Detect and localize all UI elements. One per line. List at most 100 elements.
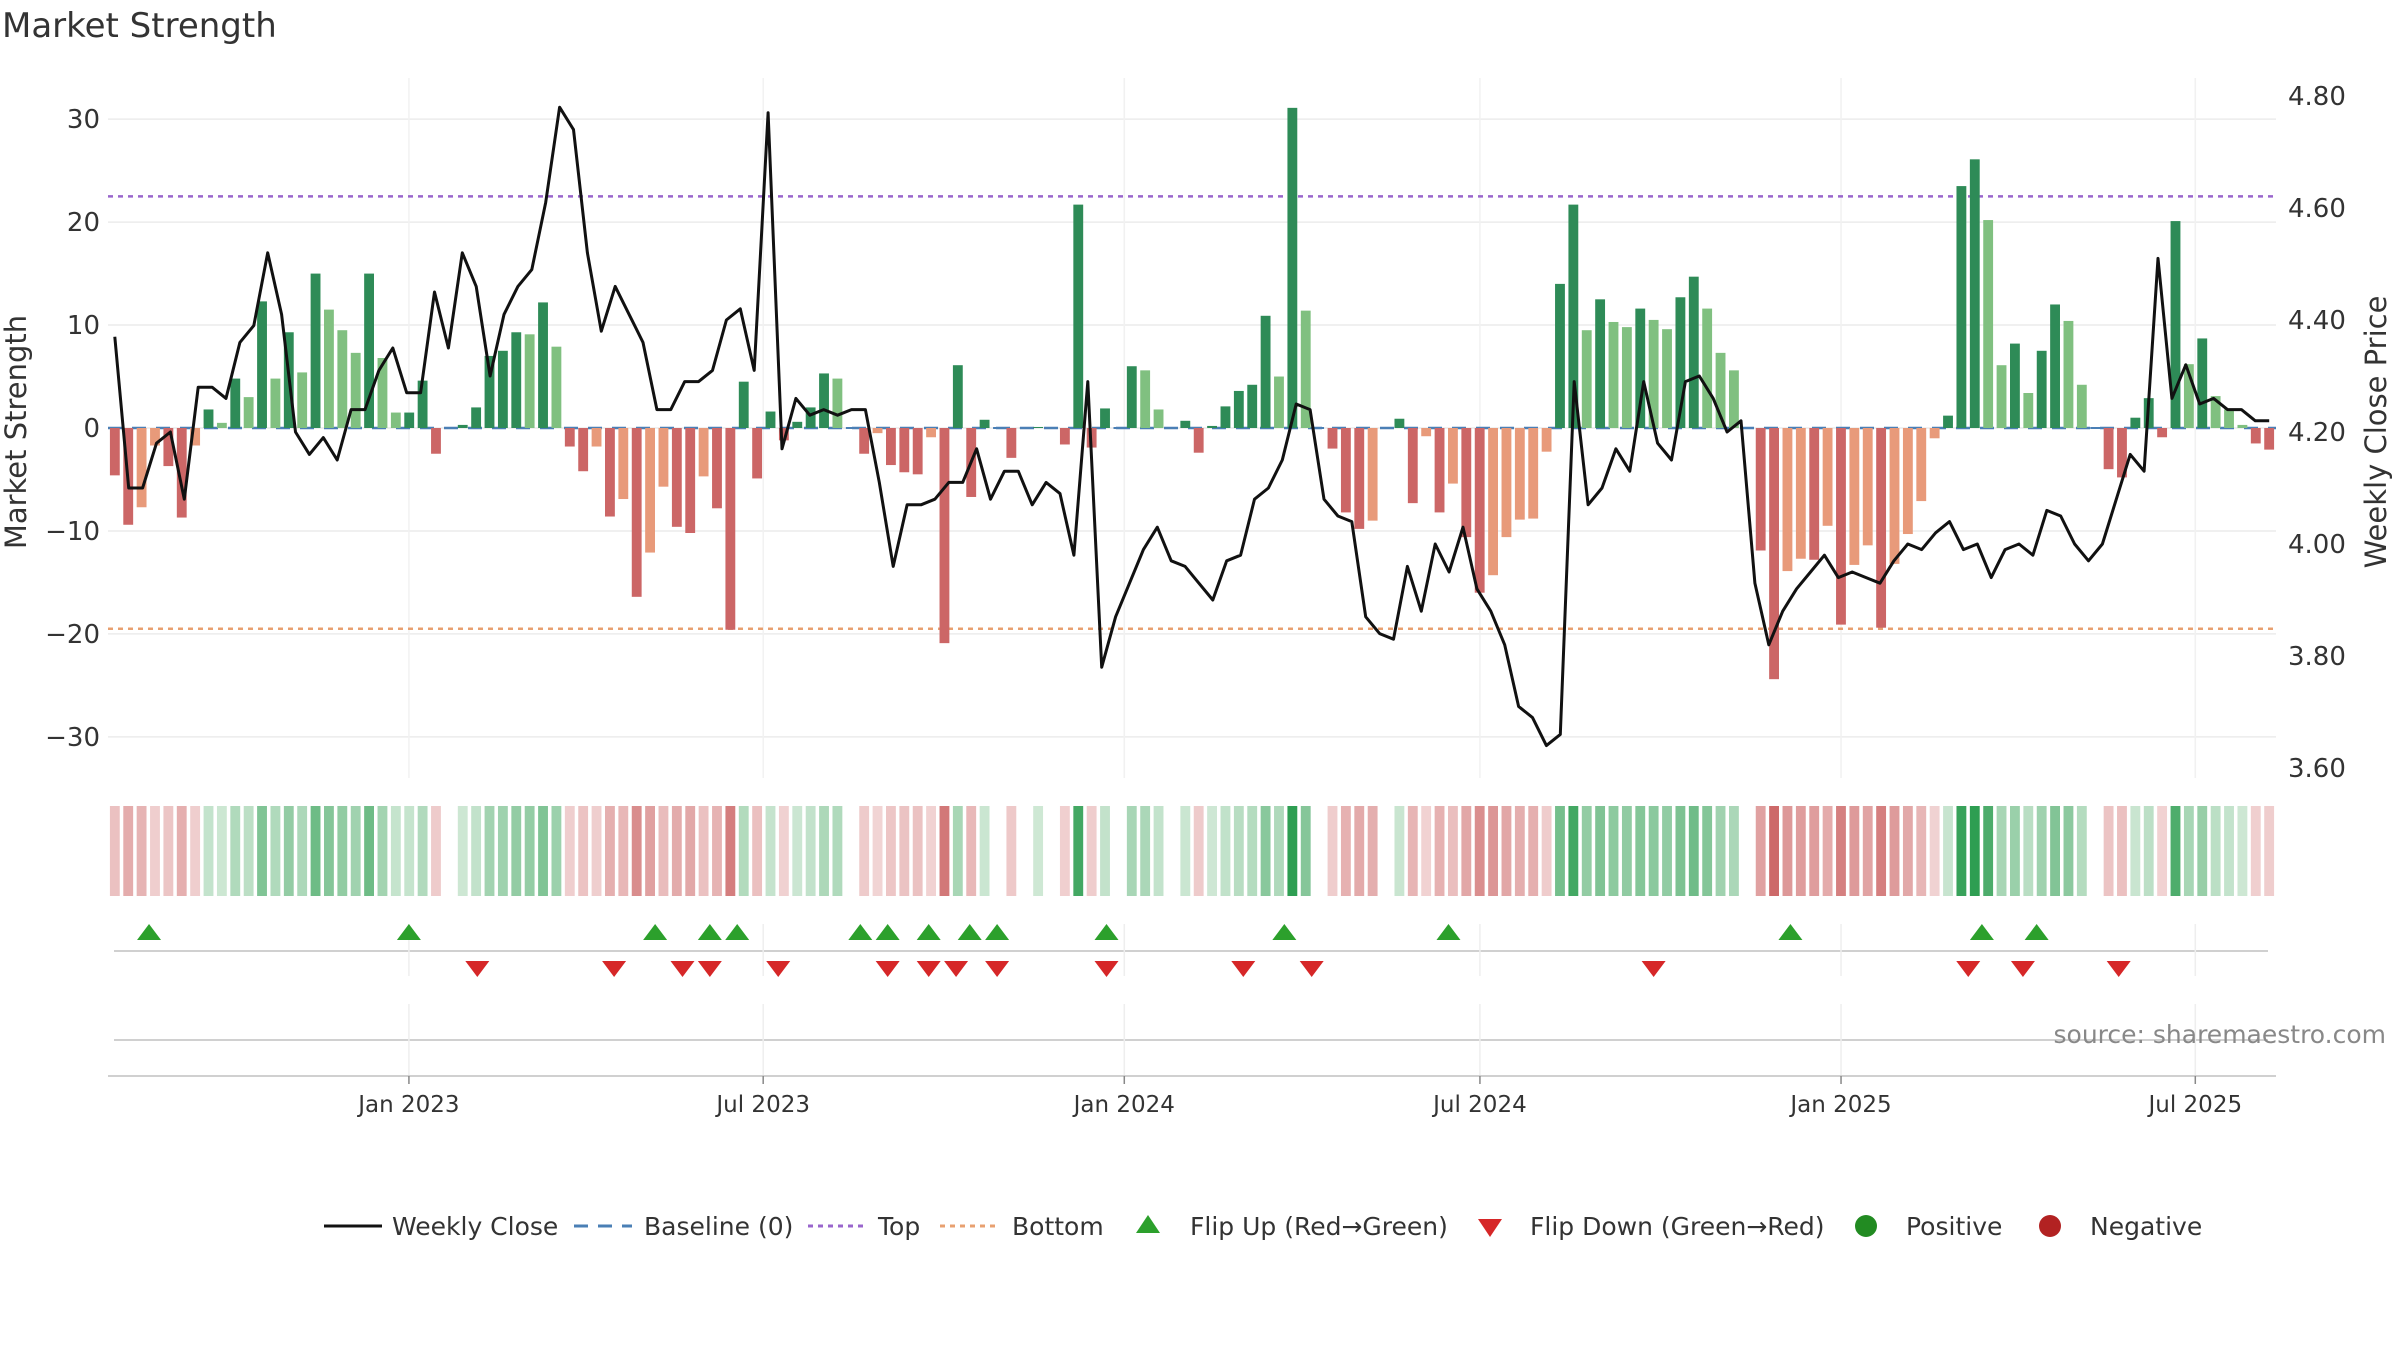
heat-cell — [2264, 806, 2275, 896]
strength-bar — [364, 273, 374, 428]
heat-cell — [1916, 806, 1927, 896]
y-tick-label-left: −20 — [45, 620, 100, 650]
strength-bar — [1581, 330, 1592, 428]
strength-bar — [1621, 327, 1632, 428]
strength-bar — [243, 397, 254, 428]
strength-bar — [497, 350, 508, 428]
heat-cell — [390, 806, 401, 896]
strength-bar — [190, 428, 201, 446]
heat-cell — [1220, 806, 1231, 896]
heat-cell — [952, 806, 963, 896]
heat-cell — [819, 806, 829, 896]
heat-cell — [1100, 806, 1110, 896]
heat-cell — [1153, 806, 1164, 896]
strength-bar — [1274, 376, 1284, 428]
strength-bar — [725, 428, 736, 630]
strength-bar — [2237, 424, 2248, 428]
strength-bar — [1140, 370, 1151, 428]
heat-cell — [2130, 806, 2141, 896]
heat-cell — [1675, 806, 1686, 896]
flip-up-marker — [1436, 924, 1461, 940]
heat-cell — [538, 806, 548, 896]
heat-cell — [1729, 806, 1739, 896]
heat-cell — [551, 806, 562, 896]
heat-cell — [471, 806, 482, 896]
heat-cell — [1902, 806, 1913, 896]
strength-bar — [1514, 428, 1525, 520]
y-tick-label-left: 10 — [67, 311, 100, 341]
heat-cell — [1233, 806, 1244, 896]
x-tick-label: Jan 2023 — [356, 1092, 459, 1118]
heat-cell — [257, 806, 267, 896]
strength-bar — [645, 428, 655, 553]
strength-bar — [390, 412, 401, 428]
heat-cell — [203, 806, 214, 896]
heat-cell — [1876, 806, 1887, 896]
heat-cell — [230, 806, 241, 896]
y-tick-label-right: 4.60 — [2288, 194, 2346, 224]
strength-bar — [845, 427, 856, 429]
strength-bar — [203, 409, 214, 428]
heat-cell — [1715, 806, 1726, 896]
heat-cell — [859, 806, 870, 896]
heat-cell — [979, 806, 990, 896]
flip-up-marker — [916, 924, 941, 940]
strength-bar — [952, 365, 963, 428]
heat-cell — [163, 806, 174, 896]
y-tick-label-left: −10 — [45, 517, 100, 547]
heat-cell — [1555, 806, 1565, 896]
heat-cell — [1983, 806, 1994, 896]
strength-bar — [1167, 427, 1177, 429]
strength-bar — [1996, 365, 2007, 428]
strength-bar — [1488, 428, 1498, 576]
heat-cell — [216, 806, 227, 896]
y-tick-label-left: 30 — [67, 105, 100, 135]
strength-bar — [712, 428, 722, 509]
heat-cell — [752, 806, 763, 896]
strength-bar — [1662, 329, 1672, 428]
strength-bar — [899, 428, 910, 473]
heat-cell — [497, 806, 508, 896]
heat-cell — [1688, 806, 1699, 896]
strength-bar — [511, 332, 522, 428]
strength-bar — [1381, 427, 1391, 429]
strength-bar — [658, 428, 669, 487]
heat-cell — [685, 806, 696, 896]
flip-down-marker — [602, 961, 627, 977]
strength-bar — [1782, 428, 1793, 572]
flip-up-marker — [1969, 924, 1994, 940]
strength-bar — [1795, 428, 1806, 559]
heat-cell — [2023, 806, 2034, 896]
flip-down-marker — [1094, 961, 1119, 977]
strength-bar — [1327, 428, 1338, 449]
heat-cell — [805, 806, 816, 896]
strength-bar — [778, 428, 789, 441]
strength-bar — [257, 301, 267, 428]
gridlines — [108, 78, 2276, 778]
strength-bar — [2117, 428, 2127, 478]
strength-bar — [1608, 321, 1619, 428]
heat-cell — [605, 806, 615, 896]
strength-bar — [2224, 409, 2234, 428]
heat-cell — [243, 806, 254, 896]
strength-bar — [2157, 428, 2168, 438]
strength-bar — [1367, 428, 1378, 521]
legend-label: Baseline (0) — [644, 1212, 793, 1241]
strength-bar — [1434, 428, 1445, 513]
heat-cell — [2237, 806, 2248, 896]
heat-cell — [1180, 806, 1191, 896]
strength-bar — [1247, 384, 1258, 428]
heat-cell — [1033, 806, 1044, 896]
heat-cell — [1929, 806, 1940, 896]
heat-cell — [1528, 806, 1539, 896]
legend-label: Top — [877, 1212, 920, 1241]
strength-bar — [832, 378, 843, 428]
legend-label: Bottom — [1012, 1212, 1104, 1241]
strength-bar — [1729, 370, 1739, 428]
heat-cell — [2143, 806, 2154, 896]
heat-cell — [431, 806, 441, 896]
strength-bar — [1876, 428, 1887, 628]
heat-cell — [1702, 806, 1713, 896]
strength-bar — [872, 428, 883, 434]
heat-cell — [2183, 806, 2194, 896]
